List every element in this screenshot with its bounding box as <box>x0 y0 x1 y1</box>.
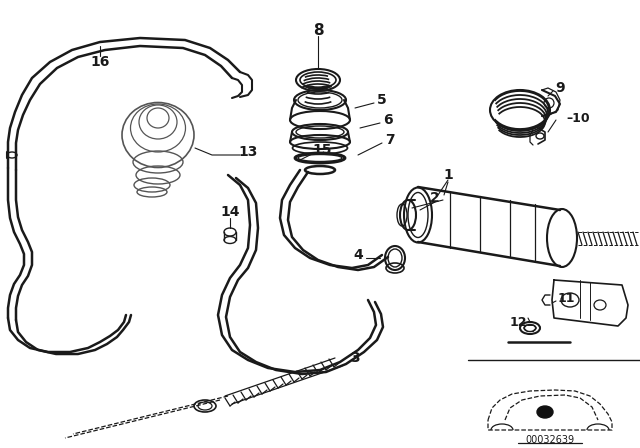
Text: 5: 5 <box>377 93 387 107</box>
Ellipse shape <box>537 406 553 418</box>
Text: 7: 7 <box>385 133 395 147</box>
Text: 15: 15 <box>312 143 332 157</box>
Text: 9: 9 <box>555 81 565 95</box>
Text: 3: 3 <box>350 351 360 365</box>
Text: 16: 16 <box>90 55 109 69</box>
Text: 1: 1 <box>443 168 453 182</box>
Text: 13: 13 <box>238 145 258 159</box>
Text: 2: 2 <box>430 191 440 205</box>
Text: –10: –10 <box>566 112 589 125</box>
Text: 11: 11 <box>558 292 575 305</box>
Text: 14: 14 <box>220 205 240 219</box>
Text: 8: 8 <box>313 22 323 38</box>
Text: 4: 4 <box>353 248 363 262</box>
Text: 00032639: 00032639 <box>525 435 575 445</box>
Text: 12: 12 <box>509 315 527 328</box>
Text: 6: 6 <box>383 113 393 127</box>
